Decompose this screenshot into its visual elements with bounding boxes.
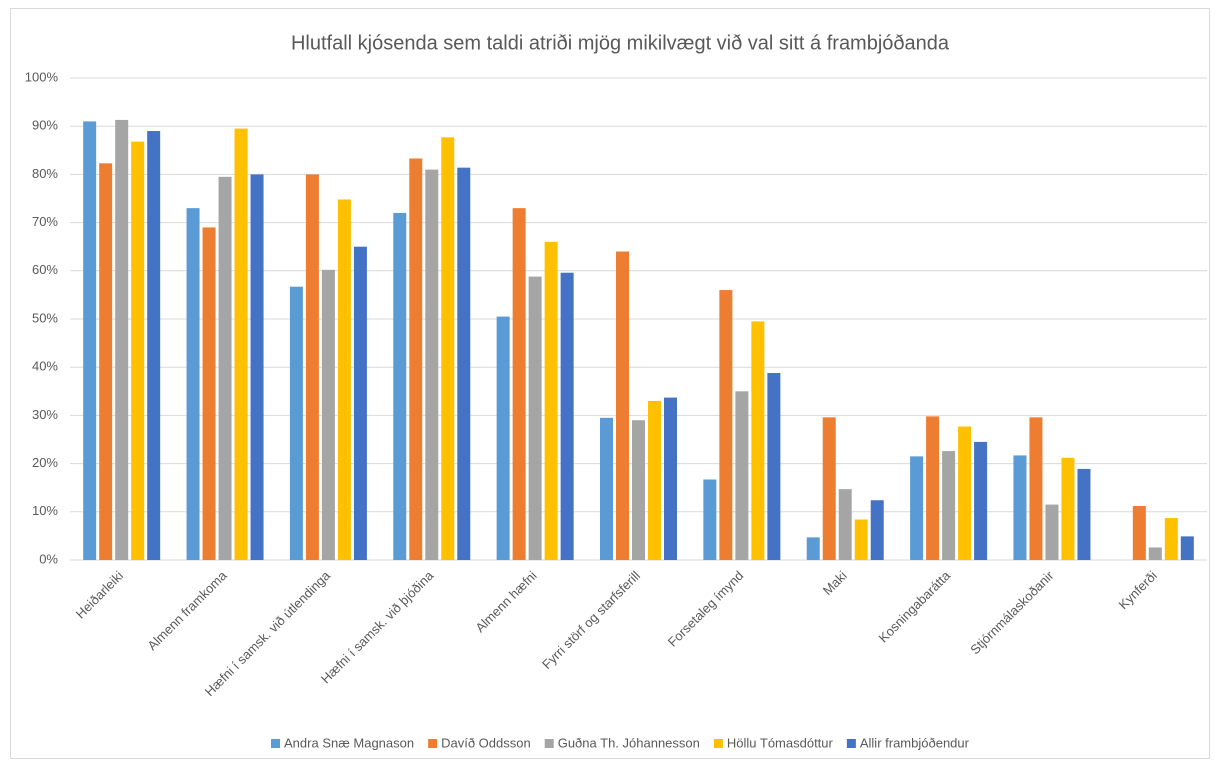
legend-swatch — [846, 739, 856, 748]
y-tick-label: 100% — [25, 69, 59, 84]
bar — [425, 169, 439, 560]
bar — [735, 391, 749, 560]
bar — [528, 276, 542, 560]
bar — [457, 167, 471, 561]
y-tick-label: 70% — [32, 214, 58, 229]
bar — [703, 479, 717, 560]
bar — [767, 372, 781, 560]
bar — [337, 199, 351, 561]
bar — [305, 174, 319, 560]
bar — [496, 316, 510, 560]
bar — [958, 426, 972, 560]
bar — [974, 441, 988, 560]
bar — [250, 174, 264, 560]
legend-swatch — [544, 739, 554, 748]
bar — [854, 519, 868, 560]
bar — [321, 269, 335, 560]
bar — [289, 286, 303, 560]
bar — [1132, 506, 1146, 560]
legend-label: Allir frambjóðendur — [860, 735, 970, 750]
bar — [202, 227, 216, 561]
y-tick-label: 80% — [32, 166, 58, 181]
bar — [131, 141, 145, 560]
bar — [512, 208, 526, 560]
y-tick-label: 30% — [32, 407, 58, 422]
bar — [1077, 468, 1091, 560]
legend-label: Höllu Tómasdóttur — [727, 735, 834, 750]
chart-title: Hlutfall kjósenda sem taldi atriði mjög … — [291, 32, 950, 54]
legend-label: Andra Snæ Magnason — [284, 735, 414, 750]
y-tick-label: 50% — [32, 310, 58, 325]
bar — [910, 456, 924, 560]
bar — [1045, 504, 1059, 560]
bar — [838, 489, 852, 560]
bar — [648, 400, 661, 560]
legend-swatch — [713, 739, 723, 748]
bar — [218, 176, 232, 560]
bar — [147, 131, 161, 560]
bar — [83, 121, 97, 560]
bar — [560, 272, 574, 560]
bar — [1013, 455, 1027, 560]
legend-swatch — [271, 739, 281, 748]
y-tick-label: 10% — [32, 503, 58, 518]
bar — [616, 251, 629, 560]
bar — [1148, 547, 1162, 560]
y-tick-label: 40% — [32, 359, 58, 374]
bar — [115, 119, 129, 561]
bar — [870, 500, 884, 560]
bar — [99, 163, 113, 560]
bar — [353, 246, 367, 560]
bar — [926, 416, 940, 560]
bar — [393, 212, 407, 560]
bar — [1029, 417, 1043, 560]
bar — [234, 128, 248, 561]
bar — [664, 397, 677, 560]
legend-label: Davíð Oddsson — [441, 735, 531, 750]
bar — [1061, 457, 1075, 560]
bar — [822, 417, 836, 560]
bar — [1180, 536, 1194, 560]
y-tick-label: 90% — [32, 118, 58, 133]
bar — [544, 241, 558, 560]
bar — [441, 137, 455, 560]
bar — [719, 290, 733, 560]
bar — [409, 158, 423, 560]
legend-swatch — [428, 739, 438, 748]
y-tick-label: 20% — [32, 455, 58, 470]
bar — [806, 537, 820, 560]
bar — [186, 208, 200, 560]
bar — [632, 420, 645, 560]
bar — [600, 417, 613, 560]
bar — [942, 451, 956, 560]
legend-label: Guðna Th. Jóhannesson — [558, 735, 700, 750]
y-tick-label: 60% — [32, 262, 58, 277]
bar — [1164, 518, 1178, 560]
y-tick-label: 0% — [39, 551, 58, 566]
bar — [751, 321, 765, 560]
